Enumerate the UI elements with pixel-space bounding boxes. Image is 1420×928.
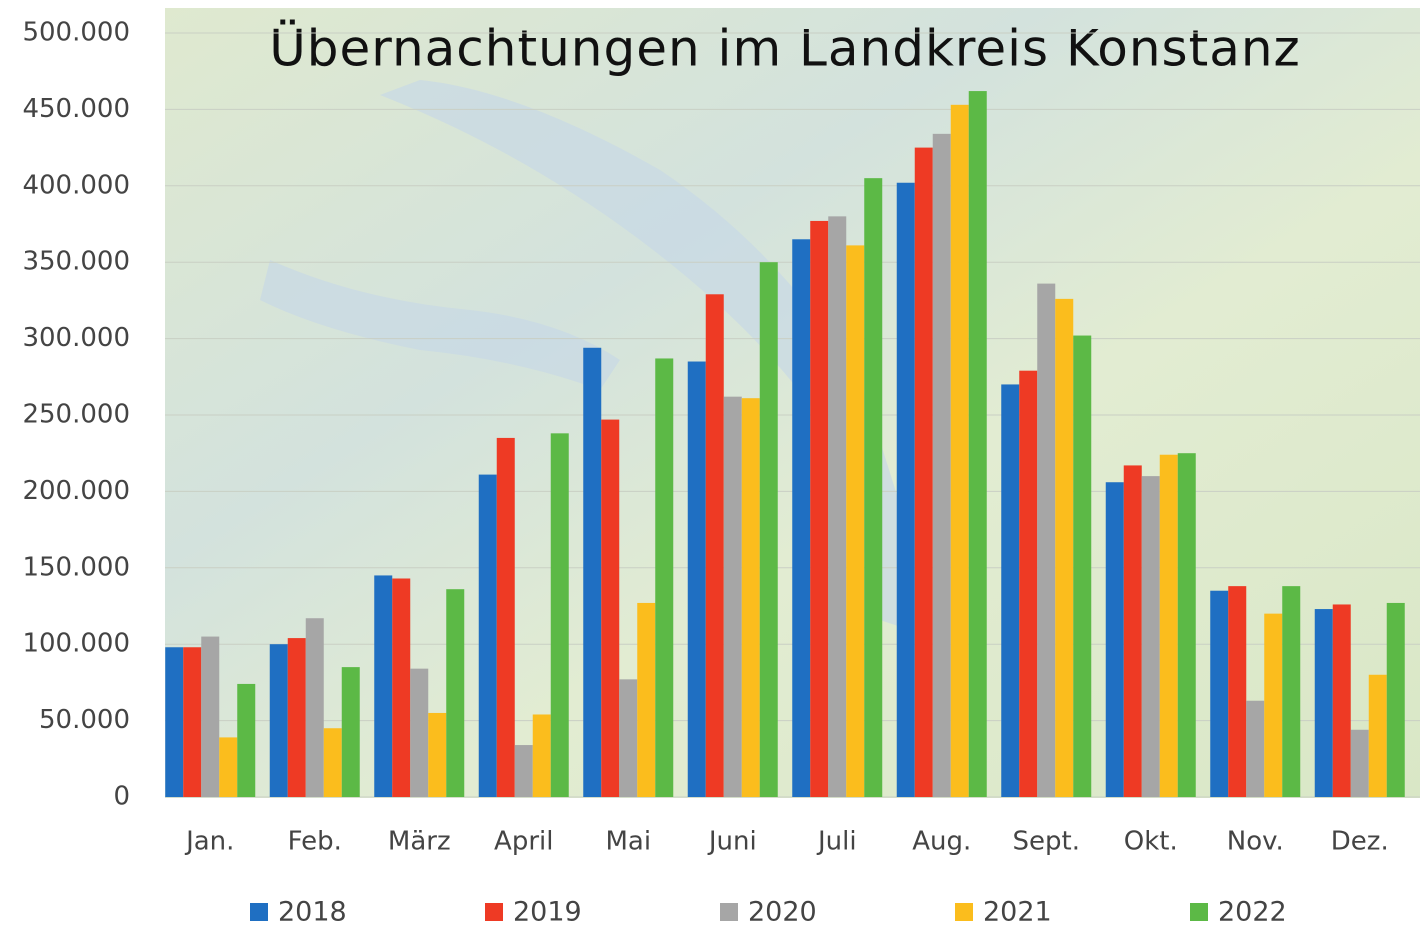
bar: [846, 245, 864, 797]
y-tick-label: 450.000: [22, 94, 130, 124]
bar: [583, 348, 601, 797]
y-tick-label: 50.000: [39, 705, 130, 735]
y-tick-label: 400.000: [22, 170, 130, 200]
x-tick-label: Okt.: [1124, 827, 1178, 857]
bar: [724, 397, 742, 797]
bar: [688, 362, 706, 797]
bar: [1178, 453, 1196, 797]
legend-swatch: [1190, 903, 1208, 921]
x-tick-label: April: [494, 827, 553, 857]
bar: [428, 713, 446, 797]
y-tick-label: 100.000: [22, 629, 130, 659]
y-tick-label: 300.000: [22, 323, 130, 353]
y-tick-label: 500.000: [22, 18, 130, 48]
bar: [288, 638, 306, 797]
bar: [655, 358, 673, 797]
x-tick-label: Aug.: [912, 827, 971, 857]
bar: [1210, 591, 1228, 797]
bar: [446, 589, 464, 797]
bar: [515, 745, 533, 797]
bar: [306, 618, 324, 797]
bar: [410, 669, 428, 797]
bar: [1351, 730, 1369, 797]
bar: [897, 183, 915, 797]
bar: [1315, 609, 1333, 797]
x-tick-label: März: [388, 827, 451, 857]
bar: [1228, 586, 1246, 797]
bar: [1333, 604, 1351, 797]
legend-label: 2020: [748, 897, 817, 928]
bar: [533, 714, 551, 797]
legend-swatch: [250, 903, 268, 921]
y-tick-label: 350.000: [22, 247, 130, 277]
legend-label: 2021: [983, 897, 1052, 928]
bar: [270, 644, 288, 797]
bar: [1142, 476, 1160, 797]
bar: [324, 728, 342, 797]
x-tick-label: Mai: [605, 827, 651, 857]
bar: [760, 262, 778, 797]
y-tick-label: 250.000: [22, 400, 130, 430]
bar: [551, 433, 569, 797]
y-tick-label: 150.000: [22, 552, 130, 582]
bar: [342, 667, 360, 797]
bar: [1001, 384, 1019, 797]
bar: [951, 105, 969, 797]
bar: [1369, 675, 1387, 797]
x-tick-label: Dez.: [1331, 827, 1389, 857]
bar: [637, 603, 655, 797]
bar: [237, 684, 255, 797]
bar: [810, 221, 828, 797]
bar: [1387, 603, 1405, 797]
bar: [828, 216, 846, 797]
x-tick-label: Feb.: [288, 827, 342, 857]
bar: [1055, 299, 1073, 797]
bar: [969, 91, 987, 797]
bar: [183, 647, 201, 797]
bar: [601, 420, 619, 797]
bar: [1246, 701, 1264, 797]
bar: [915, 148, 933, 797]
bar: [1160, 455, 1178, 797]
bar: [1264, 614, 1282, 797]
bar: [479, 475, 497, 797]
bar: [1019, 371, 1037, 797]
y-tick-label: 200.000: [22, 476, 130, 506]
bar: [864, 178, 882, 797]
bar: [374, 575, 392, 797]
bar: [1073, 336, 1091, 797]
bar: [1106, 482, 1124, 797]
bar: [165, 647, 183, 797]
legend-swatch: [485, 903, 503, 921]
x-tick-label: Juni: [707, 827, 757, 857]
chart: Übernachtungen im Landkreis Konstanz 0 50…: [0, 0, 1420, 928]
bar: [706, 294, 724, 797]
legend-label: 2019: [513, 897, 582, 928]
bar: [1124, 465, 1142, 797]
bar: [497, 438, 515, 797]
chart-title: Übernachtungen im Landkreis Konstanz: [269, 20, 1301, 78]
bar: [619, 679, 637, 797]
bar: [1037, 284, 1055, 797]
bar: [792, 239, 810, 797]
bar: [392, 578, 410, 797]
bar: [933, 134, 951, 797]
bar: [1282, 586, 1300, 797]
x-tick-label: Jan.: [184, 827, 234, 857]
x-tick-label: Juli: [816, 827, 857, 857]
legend-swatch: [720, 903, 738, 921]
legend-label: 2022: [1218, 897, 1287, 928]
bar: [219, 737, 237, 797]
x-tick-label: Nov.: [1227, 827, 1284, 857]
legend-label: 2018: [278, 897, 347, 928]
x-tick-label: Sept.: [1013, 827, 1080, 857]
y-tick-label: 0: [113, 782, 130, 812]
legend-swatch: [955, 903, 973, 921]
bar: [201, 637, 219, 797]
bar: [742, 398, 760, 797]
